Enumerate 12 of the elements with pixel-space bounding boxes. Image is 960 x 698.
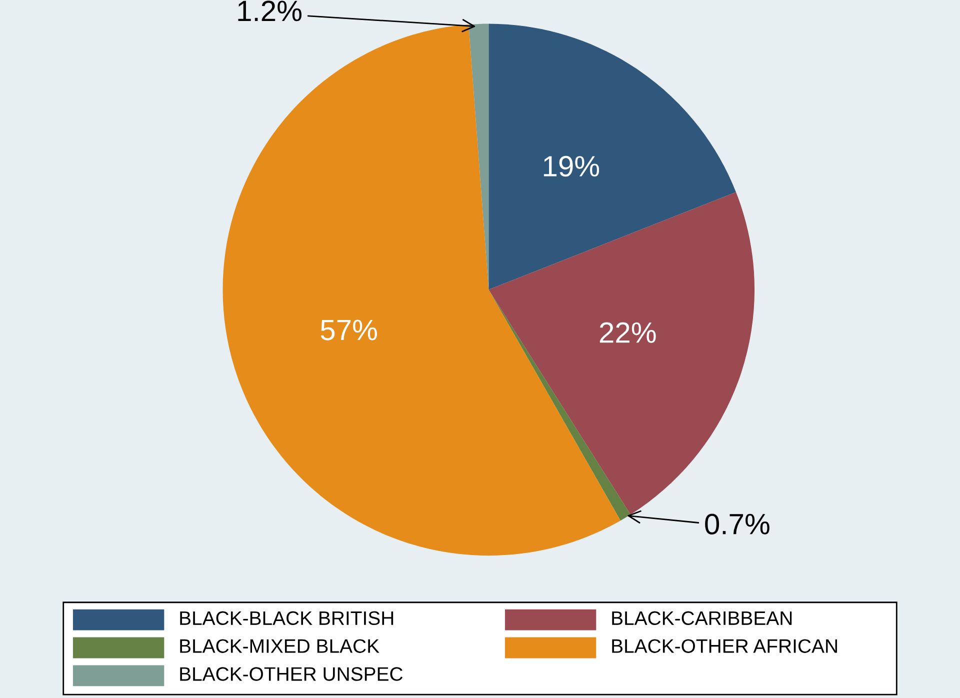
legend-label: BLACK-OTHER AFRICAN xyxy=(612,639,837,653)
data-label: 57% xyxy=(320,320,377,340)
data-label: 1.2% xyxy=(238,0,302,22)
pie-slice xyxy=(488,24,736,290)
data-label: 0.7% xyxy=(705,514,770,534)
legend-label: BLACK-OTHER UNSPEC xyxy=(180,667,403,681)
data-label: 19% xyxy=(544,156,600,177)
pie-slice xyxy=(488,192,754,515)
data-label: 22% xyxy=(600,322,656,343)
legend-label: BLACK-CARIBBEAN xyxy=(612,611,792,626)
legend-label: BLACK-BLACK BRITISH xyxy=(180,611,394,626)
legend-label: BLACK-MIXED BLACK xyxy=(180,639,380,653)
